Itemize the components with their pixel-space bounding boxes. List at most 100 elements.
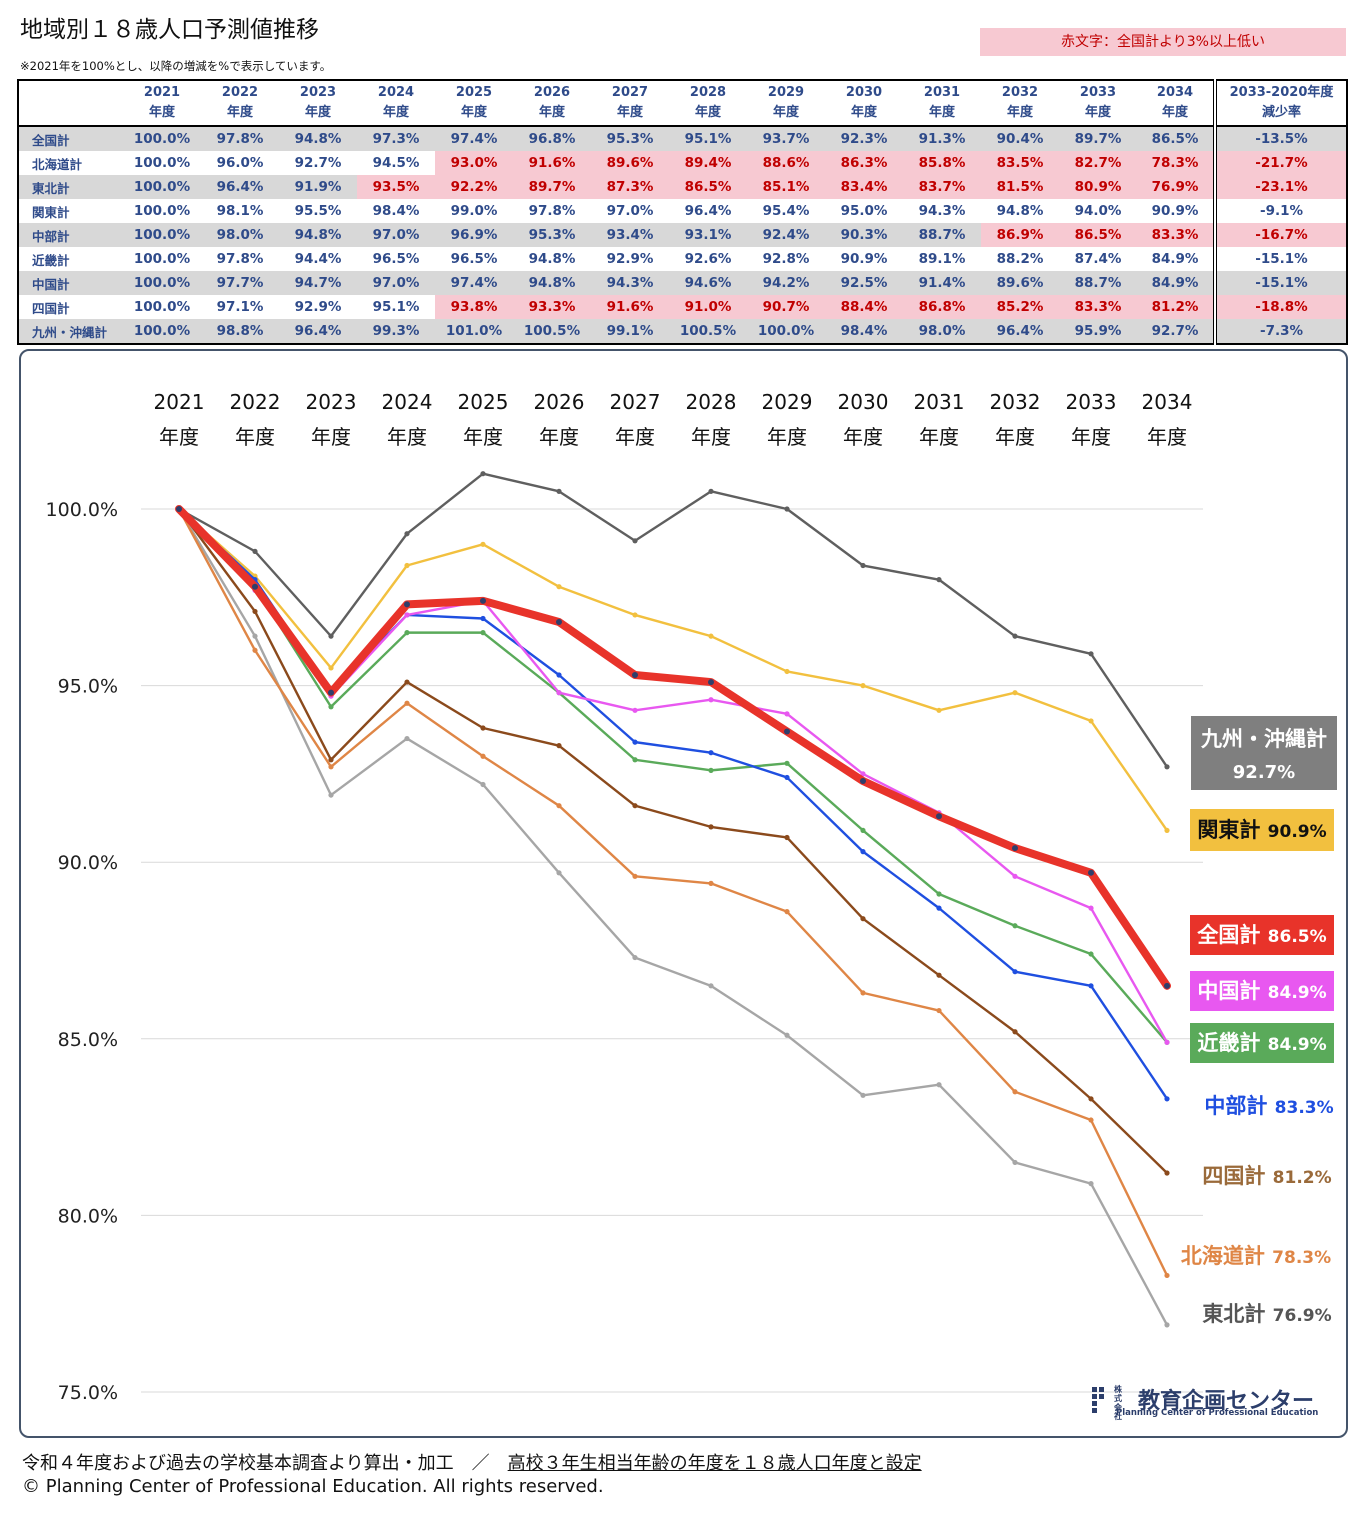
table-cell: 86.5%: [1059, 223, 1137, 247]
table-cell: 98.8%: [201, 319, 279, 344]
data-point: [784, 774, 790, 781]
chart-panel: 100.0% 95.0% 90.0% 85.0% 80.0% 75.0% 2021 年度 202…: [19, 349, 1348, 1438]
table-cell: 86.5%: [1137, 126, 1215, 151]
table-cell: 80.9%: [1059, 175, 1137, 199]
table-cell: 86.8%: [903, 295, 981, 319]
table-cell: 100.5%: [669, 319, 747, 344]
series-end-label: 中部計 83.3%: [1204, 1094, 1333, 1118]
table-cell: 95.5%: [294, 203, 342, 219]
year-header: 2033 年度: [1059, 80, 1137, 127]
table-cell: 98.4%: [372, 203, 420, 219]
table-cell: 96.4%: [201, 175, 279, 199]
table-cell: 97.0%: [357, 271, 435, 295]
x-tick-sublabel: 年度: [691, 425, 731, 449]
table-cell: 96.9%: [435, 223, 513, 247]
table-corner: [18, 80, 123, 127]
x-tick-sublabel: 年度: [767, 425, 807, 449]
table-cell: 100.0%: [123, 175, 201, 199]
x-tick-label: 2023: [306, 390, 357, 414]
table-cell: 95.4%: [762, 203, 810, 219]
x-tick-sublabel: 年度: [1147, 425, 1187, 449]
data-point: [936, 577, 942, 583]
series-line: [177, 507, 1169, 1277]
data-point: [328, 633, 334, 639]
data-point: [632, 873, 638, 879]
table-cell: 92.4%: [747, 223, 825, 247]
data-point: [936, 813, 942, 820]
table-cell: 83.3%: [1137, 223, 1215, 247]
table-cell: 90.7%: [747, 295, 825, 319]
data-point: [936, 972, 942, 978]
table-cell: 97.1%: [216, 299, 264, 315]
data-point: [404, 630, 410, 636]
y-tick-label: 85.0%: [58, 1029, 118, 1051]
table-cell: 97.7%: [201, 271, 279, 295]
series-label-box: [1190, 809, 1334, 851]
data-point: [480, 541, 486, 547]
data-point: [1164, 764, 1170, 770]
data-point: [328, 665, 334, 671]
table-cell: 90.9%: [840, 251, 888, 267]
source-note: 令和４年度および過去の学校基本調査より算出・加工 ／ 高校３年生相当年齢の年度を…: [22, 1453, 922, 1474]
data-point: [936, 1007, 942, 1014]
data-point: [328, 689, 334, 696]
data-point: [556, 584, 562, 590]
data-point: [252, 583, 258, 590]
table-row: 四国計 100.0% 97.1% 92.9% 95.1% 93.8% 93.3% 91.6% 9…: [18, 295, 1347, 319]
x-tick-label: 2032: [990, 390, 1041, 414]
series-end-label: 九州・沖縄計: [1200, 727, 1327, 751]
table-note: ※2021年を100%とし、以降の増減を%で表示しています。: [20, 59, 332, 73]
data-point: [1012, 969, 1018, 975]
table-cell: 97.8%: [201, 126, 279, 151]
data-point: [784, 1032, 790, 1038]
table-cell: 93.4%: [591, 223, 669, 247]
year-header: 2022 年度: [201, 80, 279, 127]
table-cell: 98.0%: [903, 319, 981, 344]
series-end-label: 東北計 76.9%: [1202, 1302, 1331, 1326]
x-tick-label: 2021: [154, 390, 205, 414]
data-point: [1164, 1170, 1170, 1176]
data-point: [556, 619, 562, 626]
data-point: [556, 743, 562, 749]
line-chart: 100.0% 95.0% 90.0% 85.0% 80.0% 75.0% 2021 年度 202…: [46, 390, 1337, 1404]
table-cell: 91.6%: [591, 295, 669, 319]
data-point: [404, 562, 410, 569]
table-cell: 93.0%: [435, 151, 513, 175]
x-tick-label: 2025: [458, 390, 509, 414]
table-cell: 98.0%: [201, 223, 279, 247]
series-line: [177, 507, 1169, 1044]
table-cell: 93.3%: [513, 295, 591, 319]
series-line: [177, 507, 1169, 1101]
table-cell: 90.3%: [825, 223, 903, 247]
table-cell: 92.2%: [435, 175, 513, 199]
x-tick-label: 2028: [686, 390, 737, 414]
table-cell: 96.5%: [450, 251, 498, 267]
table-cell: 87.3%: [591, 175, 669, 199]
series-line: [177, 507, 1169, 1327]
data-point: [632, 757, 638, 763]
data-point: [708, 633, 714, 639]
data-point: [784, 728, 790, 735]
year-header: 2027 年度: [591, 80, 669, 127]
region-name: 関東計: [32, 204, 70, 220]
table-cell: 95.3%: [591, 126, 669, 151]
table-cell: 89.6%: [981, 271, 1059, 295]
x-tick-label: 2030: [838, 390, 889, 414]
table-cell: 100.0%: [123, 319, 201, 344]
decline-rate-cell: -18.8%: [1213, 295, 1347, 319]
logo-mark-icon: [1092, 1387, 1104, 1413]
table-cell: 83.7%: [903, 175, 981, 199]
region-name: 九州・沖縄計: [18, 319, 123, 344]
region-name: 全国計: [18, 126, 123, 151]
table-cell: 96.4%: [279, 319, 357, 344]
x-tick-sublabel: 年度: [995, 425, 1035, 449]
forecast-table: 2021 年度 2022 年度 2023 年度 2024 年度 2025 年度 2026 年度 2027…: [17, 79, 1348, 345]
table-cell: 94.2%: [747, 271, 825, 295]
data-point: [252, 608, 258, 615]
data-point: [708, 750, 714, 756]
x-tick-sublabel: 年度: [919, 425, 959, 449]
region-name: 中国計: [18, 271, 123, 295]
table-cell: 96.8%: [513, 126, 591, 151]
data-point: [1164, 982, 1170, 989]
data-point: [1088, 905, 1094, 911]
